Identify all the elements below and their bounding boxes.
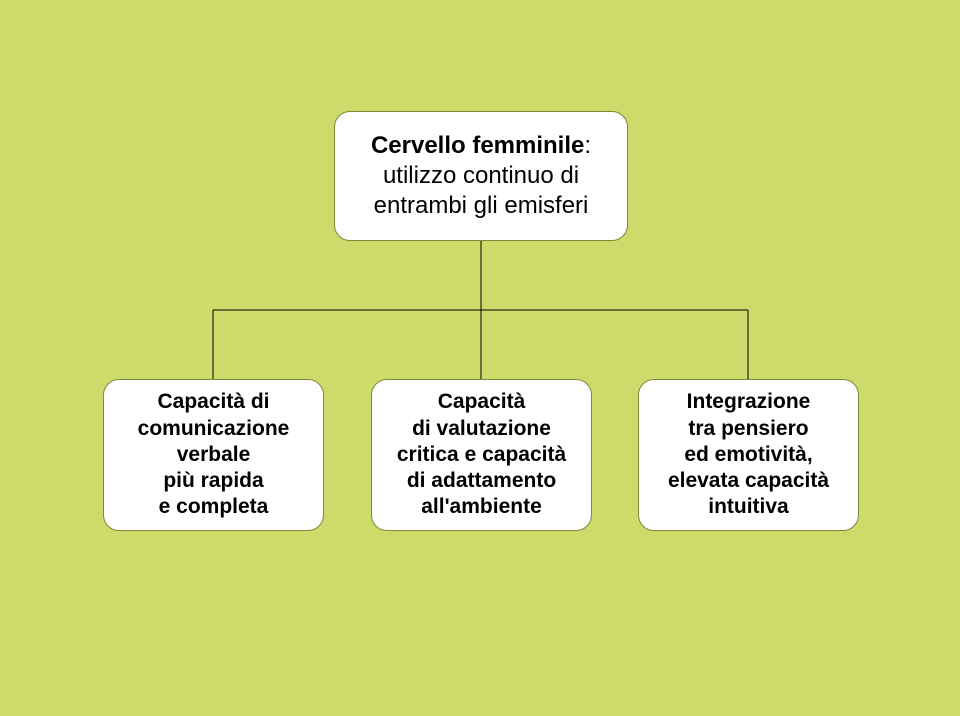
child-node-1: Capacità dicomunicazioneverbalepiù rapid… bbox=[103, 379, 324, 531]
node-text-line: di adattamento bbox=[407, 468, 556, 494]
node-text-line: Capacità di bbox=[157, 389, 269, 415]
node-text-line: verbale bbox=[177, 442, 251, 468]
node-text-line: comunicazione bbox=[138, 416, 290, 442]
connector-lines bbox=[0, 0, 960, 716]
node-text-line: ed emotività, bbox=[684, 442, 812, 468]
child-node-2: Capacitàdi valutazionecritica e capacità… bbox=[371, 379, 592, 531]
node-text-line: elevata capacità bbox=[668, 468, 829, 494]
root-node: Cervello femminile:utilizzo continuo die… bbox=[334, 111, 628, 241]
node-text-line: entrambi gli emisferi bbox=[374, 191, 589, 221]
node-text-line: e completa bbox=[159, 494, 269, 520]
node-text-line: più rapida bbox=[163, 468, 263, 494]
node-text-line: Capacità bbox=[438, 389, 526, 415]
node-text-line: di valutazione bbox=[412, 416, 551, 442]
diagram-stage: Cervello femminile:utilizzo continuo die… bbox=[0, 0, 960, 716]
child-node-3: Integrazionetra pensieroed emotività,ele… bbox=[638, 379, 859, 531]
node-text-line: critica e capacità bbox=[397, 442, 566, 468]
node-text-line: intuitiva bbox=[708, 494, 789, 520]
node-text-line: tra pensiero bbox=[688, 416, 808, 442]
node-text-line: Integrazione bbox=[687, 389, 811, 415]
node-text-line: Cervello femminile: bbox=[371, 131, 591, 161]
node-text-line: all'ambiente bbox=[421, 494, 542, 520]
node-text-line: utilizzo continuo di bbox=[383, 161, 579, 191]
